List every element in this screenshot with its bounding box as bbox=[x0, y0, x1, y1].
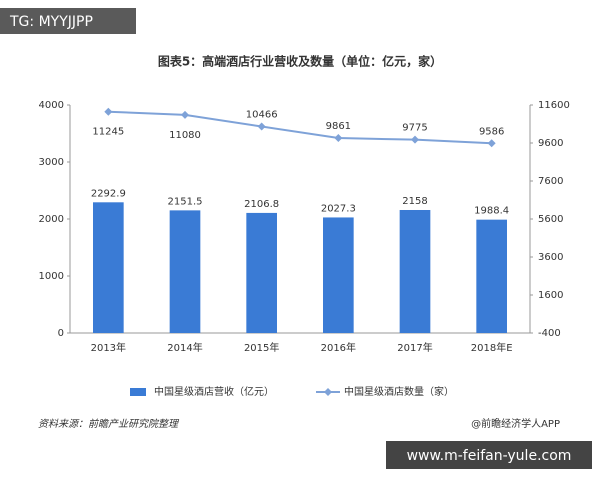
x-tick-label: 2017年 bbox=[397, 341, 432, 354]
line-value-label: 10466 bbox=[246, 110, 278, 121]
line-value-label: 9586 bbox=[479, 126, 504, 137]
line-marker bbox=[487, 139, 496, 148]
bar-value-label: 2292.9 bbox=[91, 188, 126, 199]
line-value-label: 9775 bbox=[402, 123, 427, 134]
watermark: www.m-feifan-yule.com bbox=[407, 448, 572, 464]
y2-tick-label: 7600 bbox=[538, 176, 563, 187]
y2-tick-label: 1600 bbox=[538, 290, 563, 301]
y2-tick-label: 3600 bbox=[538, 252, 563, 263]
line-value-label: 11245 bbox=[92, 127, 124, 138]
line-value-label: 9861 bbox=[326, 121, 351, 132]
x-tick-label: 2018年E bbox=[471, 341, 513, 354]
line bbox=[108, 110, 492, 145]
legend-label: 中国星级酒店数量（家） bbox=[344, 385, 454, 398]
bar-value-label: 2158 bbox=[402, 196, 427, 207]
x-tick-label: 2013年 bbox=[91, 341, 126, 354]
bar-value-label: 2106.8 bbox=[244, 199, 279, 210]
line-marker bbox=[181, 110, 189, 119]
source: 资料来源：前瞻产业研究院整理 bbox=[38, 418, 180, 430]
credit: @前瞻经济学人APP bbox=[471, 417, 560, 430]
legend-swatch bbox=[130, 388, 146, 396]
y2-tick-label: -400 bbox=[538, 328, 561, 339]
x-tick-label: 2015年 bbox=[244, 341, 279, 354]
y-tick-label: 1000 bbox=[39, 271, 64, 282]
line-marker bbox=[257, 122, 266, 131]
y-tick-label: 0 bbox=[58, 328, 64, 339]
x-tick-label: 2016年 bbox=[321, 341, 356, 354]
bar bbox=[323, 217, 354, 333]
line-value-label: 11080 bbox=[169, 130, 201, 141]
bar bbox=[169, 210, 201, 333]
bar-value-label: 2151.5 bbox=[168, 196, 203, 207]
bar bbox=[246, 212, 277, 333]
bar-value-label: 2027.3 bbox=[321, 203, 356, 214]
y2-tick-label: 5600 bbox=[538, 214, 563, 225]
bar bbox=[93, 202, 124, 333]
legend-swatch bbox=[324, 388, 332, 396]
legend-label: 中国星级酒店营收（亿元） bbox=[154, 385, 274, 398]
y-tick-label: 2000 bbox=[39, 214, 64, 225]
bar-value-label: 1988.4 bbox=[474, 206, 509, 217]
bar bbox=[399, 209, 431, 333]
line-marker bbox=[104, 107, 113, 116]
x-tick-label: 2014年 bbox=[167, 341, 202, 354]
watermark-box bbox=[386, 441, 592, 469]
y2-tick-label: 11600 bbox=[538, 100, 570, 111]
y2-tick-label: 9600 bbox=[538, 138, 563, 149]
y-tick-label: 4000 bbox=[39, 100, 64, 111]
watermark: TG: MYYJJPP bbox=[9, 14, 93, 30]
bar bbox=[476, 219, 507, 333]
line-marker bbox=[334, 134, 343, 143]
y-tick-label: 3000 bbox=[39, 157, 64, 168]
chart-title: 图表5：高端酒店行业营收及数量（单位：亿元，家） bbox=[158, 54, 442, 69]
watermark-box bbox=[0, 8, 136, 34]
line-marker bbox=[411, 135, 419, 144]
